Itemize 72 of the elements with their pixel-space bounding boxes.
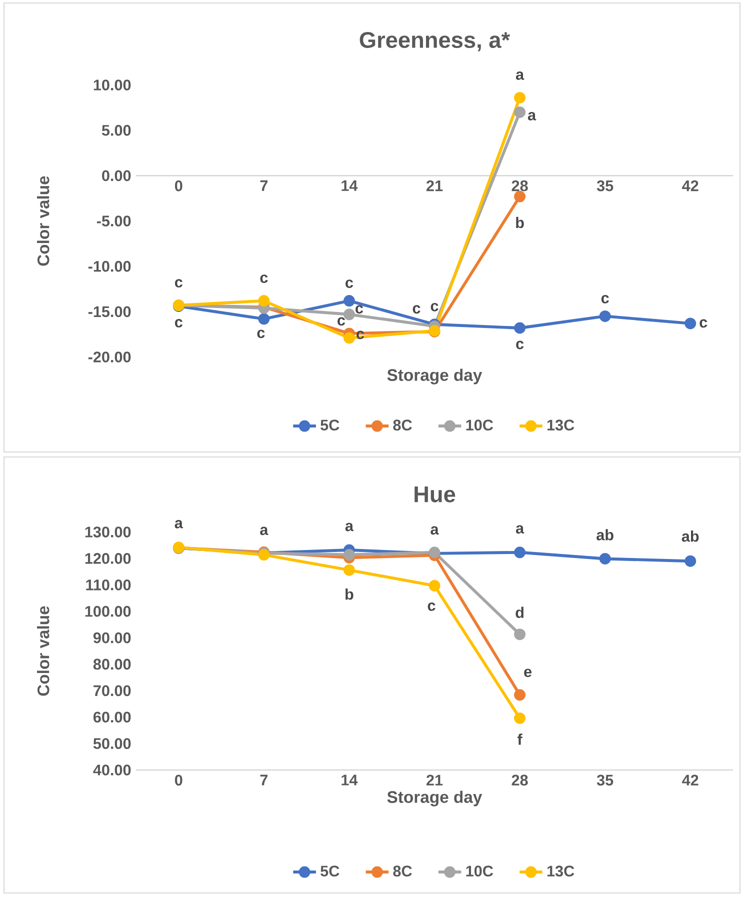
annotation: b [516, 216, 524, 228]
annotation: c [412, 305, 420, 314]
y-tick-label: -20.00 [88, 352, 131, 362]
legend-label: 13C [547, 866, 574, 877]
y-tick-label: 110.00 [86, 579, 131, 590]
x-tick-label: 35 [596, 774, 614, 786]
y-tick-label: -5.00 [96, 216, 131, 226]
annotation: c [428, 602, 436, 611]
x-tick-label: 14 [342, 774, 358, 786]
annotation: b [346, 588, 354, 600]
annotation: c [174, 319, 182, 328]
x-tick-label: 0 [174, 774, 182, 786]
annotation: c [700, 319, 708, 328]
legend-label: 10C [466, 420, 494, 431]
annotation: c [257, 330, 265, 338]
y-tick-label: 70.00 [94, 685, 131, 696]
chart-title: Hue [414, 486, 456, 502]
annotation: a [174, 520, 183, 528]
y-tick-label: 10.00 [94, 80, 131, 90]
annotation: f [518, 734, 522, 745]
annotation: c [346, 280, 354, 288]
y-tick-label: 100.00 [85, 606, 131, 617]
y-tick-label: 0.00 [102, 170, 131, 182]
chart-title: Greenness, a* [360, 32, 510, 52]
x-tick-label: 42 [682, 774, 698, 786]
annotation: c [601, 295, 609, 304]
x-axis-title: Storage day [387, 790, 482, 806]
annotation: ab [682, 530, 699, 542]
legend-label: 5C [320, 866, 340, 877]
x-tick-label: 42 [682, 180, 698, 192]
y-tick-label: 40.00 [93, 764, 131, 776]
annotation: c [356, 305, 364, 314]
y-tick-label: 130.00 [85, 526, 131, 538]
legend-label: 10C [466, 866, 494, 877]
y-axis-title: Color value [37, 606, 50, 696]
annotation: a [430, 526, 439, 535]
annotation: a [528, 112, 536, 120]
legend-label: 13C [547, 420, 574, 431]
x-tick-label: 35 [596, 180, 614, 192]
annotation: c [338, 317, 346, 326]
x-tick-label: 28 [512, 774, 528, 786]
x-axis-title: Storage day [387, 368, 482, 384]
annotation: a [260, 526, 268, 536]
x-tick-label: 7 [260, 774, 268, 786]
legend-label: 8C [393, 420, 412, 431]
annotation: e [524, 668, 532, 678]
legend-label: 5C [320, 420, 340, 431]
y-tick-label: 80.00 [93, 658, 131, 670]
x-tick-label: 21 [426, 774, 443, 786]
y-tick-label: 60.00 [93, 712, 131, 723]
y-tick-label: -15.00 [88, 306, 131, 318]
y-tick-label: 50.00 [93, 738, 131, 749]
annotation: ab [596, 529, 614, 540]
y-tick-label: 90.00 [93, 632, 131, 644]
annotation: d [516, 606, 524, 618]
annotation: c [174, 279, 182, 288]
annotation: a [345, 522, 354, 532]
y-tick-label: -10.00 [88, 260, 131, 272]
x-tick-label: 7 [260, 180, 268, 191]
annotation: a [516, 72, 524, 80]
x-tick-label: 0 [174, 180, 182, 192]
y-tick-label: 120.00 [85, 553, 131, 564]
annotation: c [260, 274, 268, 283]
y-tick-label: 5.00 [102, 124, 131, 136]
y-axis-title: Color value [37, 176, 50, 266]
x-tick-label: 21 [426, 180, 443, 192]
annotation: a [516, 525, 524, 534]
x-tick-label: 28 [512, 180, 528, 192]
legend-label: 8C [393, 866, 412, 877]
annotation: c [516, 340, 524, 350]
annotation: c [430, 302, 438, 312]
x-tick-label: 14 [342, 180, 358, 191]
